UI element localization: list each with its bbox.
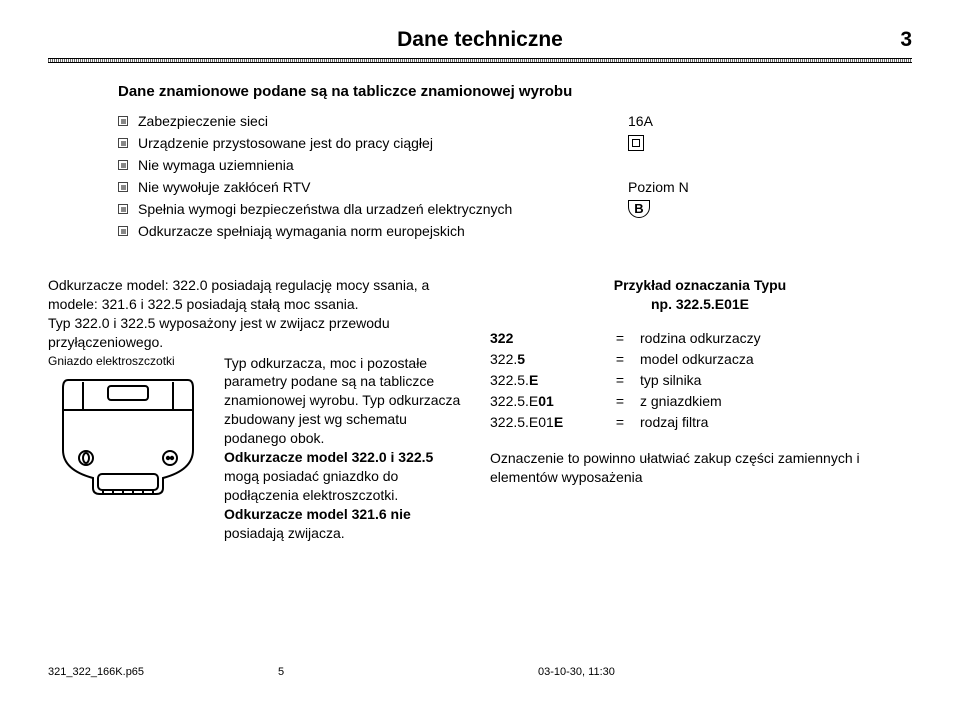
- right-column: Przykład oznaczania Typu np. 322.5.E01E …: [490, 276, 910, 542]
- spec-value: [628, 220, 828, 242]
- code-eq: =: [600, 391, 640, 412]
- bullet-icon: [118, 204, 128, 214]
- code-eq: =: [600, 328, 640, 349]
- spec-row: Urządzenie przystosowane jest do pracy c…: [118, 132, 628, 154]
- code-row: 322.5.E01E = rodzaj filtra: [490, 412, 910, 433]
- specs-values: 16A Poziom N B: [628, 110, 828, 242]
- text: posiadają zwijacza.: [224, 525, 345, 541]
- code-row: 322.5 = model odkurzacza: [490, 349, 910, 370]
- text: Typ odkurzacza, moc i pozostałe parametr…: [224, 355, 460, 447]
- code-row: 322.5.E = typ silnika: [490, 370, 910, 391]
- paragraph: Odkurzacze model: 322.0 posiadają regula…: [48, 276, 468, 314]
- horizontal-rule: [48, 58, 912, 63]
- spec-row: Zabezpieczenie sieci: [118, 110, 628, 132]
- spec-label: Urządzenie przystosowane jest do pracy c…: [138, 135, 433, 151]
- example-heading: Przykład oznaczania Typu np. 322.5.E01E: [490, 276, 910, 314]
- spec-row: Odkurzacze spełniają wymagania norm euro…: [118, 220, 628, 242]
- code-cell: 322.5.E: [490, 370, 600, 391]
- specs-block: Zabezpieczenie sieci Urządzenie przystos…: [118, 110, 912, 242]
- spec-row: Nie wymaga uziemnienia: [118, 154, 628, 176]
- specs-labels: Zabezpieczenie sieci Urządzenie przystos…: [118, 110, 628, 242]
- bullet-icon: [118, 226, 128, 236]
- code-cell: 322: [490, 328, 600, 349]
- code-meaning: rodzaj filtra: [640, 412, 910, 433]
- left-column: Odkurzacze model: 322.0 posiadają regula…: [48, 276, 468, 542]
- footer-page: 5: [278, 666, 338, 678]
- footer-timestamp: 03-10-30, 11:30: [338, 666, 912, 678]
- spec-label: Zabezpieczenie sieci: [138, 113, 268, 129]
- two-column-body: Odkurzacze model: 322.0 posiadają regula…: [48, 276, 912, 542]
- spec-value: B: [628, 198, 828, 220]
- code-eq: =: [600, 412, 640, 433]
- spec-label: Nie wymaga uziemnienia: [138, 157, 294, 173]
- code-eq: =: [600, 349, 640, 370]
- code-cell: 322.5.E01E: [490, 412, 600, 433]
- code-row: 322 = rodzina odkurzaczy: [490, 328, 910, 349]
- spec-value: [628, 154, 828, 176]
- example-heading-l2: np. 322.5.E01E: [490, 295, 910, 314]
- paragraph: Typ 322.0 i 322.5 wyposażony jest w zwij…: [48, 314, 468, 352]
- spec-label: Nie wywołuje zakłóceń RTV: [138, 179, 310, 195]
- bullet-icon: [118, 182, 128, 192]
- footer-file: 321_322_166K.p65: [48, 666, 278, 678]
- spec-label: Spełnia wymogi bezpieczeństwa dla urzadz…: [138, 201, 512, 217]
- spec-row: Nie wywołuje zakłóceń RTV: [118, 176, 628, 198]
- bullet-icon: [118, 138, 128, 148]
- code-eq: =: [600, 370, 640, 391]
- example-heading-l1: Przykład oznaczania Typu: [490, 276, 910, 295]
- note-text: Oznaczenie to powinno ułatwiać zakup czę…: [490, 449, 910, 487]
- diagram-text-row: Gniazdo elektroszczotki: [48, 354, 468, 543]
- footer: 321_322_166K.p65 5 03-10-30, 11:30: [48, 666, 912, 678]
- text-bold: Odkurzacze model 321.6 nie: [224, 506, 411, 522]
- title-row: Dane techniczne 3: [48, 28, 912, 52]
- bullet-icon: [118, 160, 128, 170]
- class-b-icon: B: [628, 200, 650, 218]
- spec-value: [628, 132, 828, 154]
- text: mogą posiadać gniazdko do podłączenia el…: [224, 468, 398, 503]
- page-title: Dane techniczne: [397, 28, 563, 52]
- text-bold: Odkurzacze model 322.0 i 322.5: [224, 449, 433, 465]
- code-meaning: typ silnika: [640, 370, 910, 391]
- spec-row: Spełnia wymogi bezpieczeństwa dla urzadz…: [118, 198, 628, 220]
- code-meaning: rodzina odkurzaczy: [640, 328, 910, 349]
- code-meaning: z gniazdkiem: [640, 391, 910, 412]
- paragraph-block: Typ odkurzacza, moc i pozostałe parametr…: [224, 354, 468, 543]
- code-meaning: model odkurzacza: [640, 349, 910, 370]
- code-cell: 322.5.E01: [490, 391, 600, 412]
- subtitle: Dane znamionowe podane są na tabliczce z…: [118, 83, 912, 100]
- double-square-icon: [628, 135, 644, 151]
- diagram-block: Gniazdo elektroszczotki: [48, 354, 216, 543]
- page-number: 3: [900, 28, 912, 52]
- diagram-caption: Gniazdo elektroszczotki: [48, 354, 216, 368]
- vacuum-diagram-icon: [48, 370, 208, 500]
- spec-value: 16A: [628, 110, 828, 132]
- code-cell: 322.5: [490, 349, 600, 370]
- code-row: 322.5.E01 = z gniazdkiem: [490, 391, 910, 412]
- bullet-icon: [118, 116, 128, 126]
- code-table: 322 = rodzina odkurzaczy 322.5 = model o…: [490, 328, 910, 433]
- spec-value: Poziom N: [628, 176, 828, 198]
- spec-label: Odkurzacze spełniają wymagania norm euro…: [138, 223, 465, 239]
